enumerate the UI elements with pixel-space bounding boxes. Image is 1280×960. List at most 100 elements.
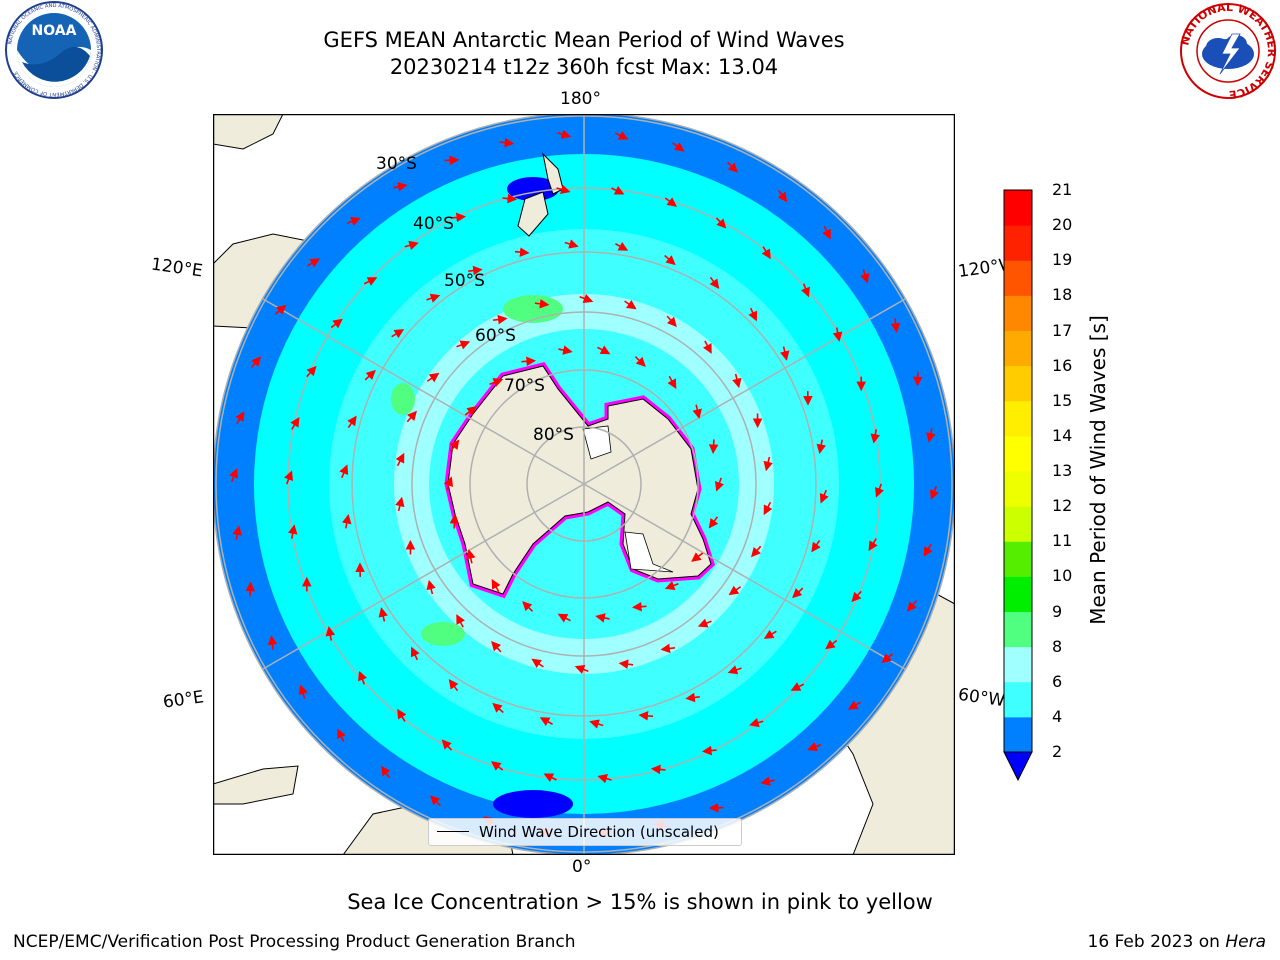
colorbar-tick-label: 19 bbox=[1052, 250, 1073, 270]
wind-wave-arrow bbox=[926, 428, 936, 443]
wind-wave-arrow bbox=[534, 299, 550, 309]
wind-wave-arrow bbox=[441, 739, 453, 751]
wind-wave-arrow bbox=[702, 745, 717, 756]
wind-wave-arrow bbox=[715, 217, 727, 229]
wind-wave-arrow bbox=[825, 639, 838, 650]
wind-wave-arrow bbox=[692, 404, 702, 419]
wind-wave-arrow bbox=[290, 417, 300, 430]
wind-wave-arrow bbox=[426, 579, 436, 595]
wind-wave-arrow bbox=[728, 585, 742, 596]
wind-wave-arrow bbox=[860, 269, 870, 284]
wind-wave-arrow bbox=[558, 345, 573, 355]
footer-branch: NCEP/EMC/Verification Post Processing Pr… bbox=[13, 932, 576, 952]
colorbar-label: Mean Period of Wind Waves [s] bbox=[1086, 315, 1110, 625]
colorbar-block bbox=[1004, 435, 1032, 472]
wind-wave-arrow bbox=[499, 137, 515, 148]
legend-label: Wind Wave Direction (unscaled) bbox=[479, 823, 719, 841]
wind-wave-arrow bbox=[232, 525, 242, 540]
wind-wave-arrow bbox=[306, 365, 317, 378]
wind-wave-arrow bbox=[543, 773, 557, 783]
wind-wave-arrow bbox=[597, 774, 612, 784]
wind-wave-arrow bbox=[763, 456, 773, 472]
wind-wave-arrow bbox=[618, 659, 634, 669]
colorbar-block bbox=[1004, 681, 1032, 718]
wind-wave-direction-arrows bbox=[229, 129, 939, 839]
wind-wave-arrow bbox=[664, 581, 679, 590]
wind-wave-arrow bbox=[330, 318, 343, 329]
wind-wave-arrow bbox=[426, 293, 441, 303]
lon-label-0: 0° bbox=[572, 857, 592, 877]
land-madagascar bbox=[213, 765, 299, 805]
noaa-logo: NOAA NATIONAL OCEANIC AND ATMOSPHERIC AD… bbox=[5, 1, 103, 99]
wind-wave-arrow bbox=[346, 216, 361, 226]
wind-wave-arrow bbox=[638, 711, 654, 721]
colorbar-tick-label: 12 bbox=[1052, 496, 1073, 516]
wind-wave-arrow bbox=[406, 410, 417, 423]
wind-wave-arrow bbox=[615, 131, 629, 140]
wind-wave-arrow bbox=[521, 356, 536, 367]
colorbar-block bbox=[1004, 225, 1032, 261]
wind-wave-arrow bbox=[890, 318, 901, 333]
wind-wave-arrow bbox=[579, 293, 594, 303]
ross-ice-shelf bbox=[582, 425, 612, 460]
wind-wave-arrow bbox=[342, 514, 352, 529]
wind-wave-arrow bbox=[875, 483, 884, 498]
colorbar-tick-label: 17 bbox=[1052, 320, 1073, 340]
colorbar-block bbox=[1004, 541, 1032, 577]
wind-wave-arrow bbox=[284, 470, 293, 485]
colorbar-tick-label: 8 bbox=[1052, 636, 1063, 656]
colorbar-tick-label: 13 bbox=[1052, 461, 1073, 480]
wind-wave-arrow bbox=[451, 212, 466, 223]
latitude-labels: 30°S 40°S 50°S 60°S 70°S 80°S bbox=[376, 154, 574, 445]
wind-wave-arrow bbox=[715, 477, 725, 492]
polar-map: 30°S 40°S 50°S 60°S 70°S 80°S bbox=[213, 114, 955, 855]
wind-wave-arrow bbox=[531, 658, 544, 669]
wind-wave-arrow bbox=[811, 539, 821, 553]
wind-wave-arrow bbox=[395, 452, 405, 467]
wind-wave-arrow bbox=[464, 406, 477, 416]
wind-wave-arrow bbox=[923, 543, 933, 557]
wind-wave-arrow bbox=[760, 776, 775, 786]
wind-wave-arrow bbox=[491, 578, 501, 593]
wind-wave-arrow bbox=[732, 373, 742, 389]
lat-label-80s: 80°S bbox=[533, 425, 574, 445]
wave-period-patch-below-2 bbox=[493, 790, 573, 818]
wind-wave-arrow bbox=[763, 629, 777, 639]
colorbar-block bbox=[1004, 295, 1032, 331]
wind-wave-arrow bbox=[489, 378, 504, 387]
wind-wave-arrow bbox=[448, 679, 459, 692]
wind-wave-arrow bbox=[780, 346, 790, 361]
wind-wave-arrow bbox=[574, 665, 589, 675]
wind-wave-arrow bbox=[929, 486, 939, 500]
wind-wave-arrow bbox=[556, 184, 571, 194]
wind-wave-arrow bbox=[364, 369, 376, 381]
lat-label-60s: 60°S bbox=[475, 326, 516, 346]
wind-wave-arrow bbox=[819, 489, 829, 504]
map-subtitle: 20230214 t12z 360h fcst Max: 13.04 bbox=[389, 55, 779, 79]
wind-wave-arrow bbox=[449, 439, 460, 452]
wind-wave-arrow bbox=[816, 439, 826, 454]
wind-wave-arrow bbox=[466, 549, 476, 564]
land-antarctica bbox=[447, 365, 712, 595]
wind-wave-arrow bbox=[491, 761, 504, 771]
wind-wave-arrow bbox=[749, 717, 764, 728]
wind-wave-arrow bbox=[287, 524, 298, 539]
wind-wave-arrow bbox=[800, 283, 810, 298]
wind-wave-arrow bbox=[337, 728, 346, 742]
wind-wave-arrow bbox=[363, 277, 378, 286]
wind-wave-arrow bbox=[339, 464, 349, 479]
wind-wave-arrow bbox=[391, 329, 405, 339]
wind-wave-arrow bbox=[539, 717, 553, 727]
wind-wave-arrow bbox=[709, 276, 720, 289]
wind-wave-arrow bbox=[611, 185, 625, 195]
land-indonesia bbox=[213, 114, 284, 150]
wind-wave-arrow bbox=[378, 607, 388, 622]
wind-wave-arrow bbox=[624, 299, 637, 310]
colorbar-tick-label: 9 bbox=[1052, 601, 1063, 621]
wind-wave-arrow bbox=[250, 356, 262, 368]
wind-wave-arrow bbox=[456, 614, 466, 628]
wind-wave-arrow bbox=[410, 646, 420, 661]
colorbar-tick-label: 10 bbox=[1052, 566, 1073, 586]
map-title: GEFS MEAN Antarctic Mean Period of Wind … bbox=[323, 28, 845, 52]
wind-wave-arrow bbox=[660, 643, 676, 654]
